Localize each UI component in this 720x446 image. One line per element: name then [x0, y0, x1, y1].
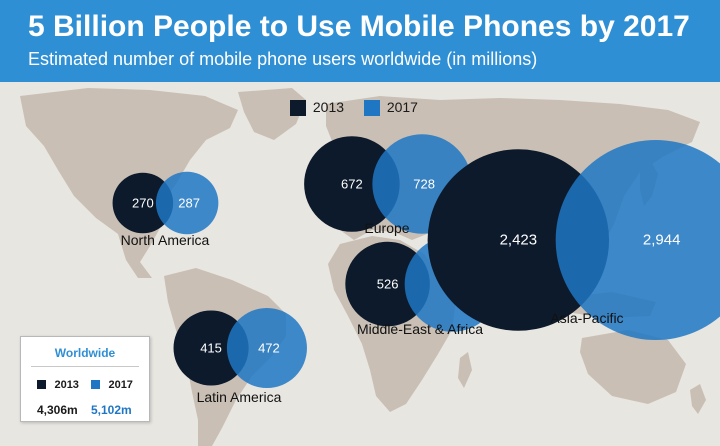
madagascar-landmass — [458, 352, 472, 388]
region-label-asia-pacific: Asia-Pacific — [550, 310, 623, 326]
legend-item-2017: 2017 — [363, 98, 418, 116]
worldwide-value-2013: 4,306m — [37, 403, 78, 417]
page-subtitle: Estimated number of mobile phone users w… — [28, 49, 538, 69]
bubble-2013-latin-america — [173, 310, 249, 386]
worldwide-col-2013: 2013 4,306m — [37, 376, 93, 417]
bubble-label-2013-middle-east-africa: 526 — [377, 277, 399, 292]
bubble-2013-north-america — [112, 172, 174, 234]
worldwide-title: Worldwide — [54, 346, 116, 360]
worldwide-divider — [31, 366, 139, 367]
region-label-middle-east-africa: Middle-East & Africa — [357, 321, 483, 337]
worldwide-col-2017: 2017 5,102m — [91, 376, 147, 417]
bubble-2013-asia-pacific — [427, 149, 610, 331]
bubble-2013-europe — [304, 136, 400, 232]
legend-item-2013: 2013 — [290, 99, 344, 116]
bubble-2017-asia-pacific — [555, 140, 720, 340]
page-title: 5 Billion People to Use Mobile Phones by… — [28, 10, 690, 43]
bubble-2013-middle-east-africa — [345, 241, 430, 327]
bubble-label-2013-europe: 672 — [341, 177, 363, 192]
region-label-latin-america: Latin America — [197, 389, 282, 405]
legend-label-2017: 2017 — [386, 98, 418, 115]
bubble-label-2017-north-america: 287 — [178, 196, 200, 211]
header-banner: 5 Billion People to Use Mobile Phones by… — [0, 0, 720, 82]
worldwide-label-2017: 2017 — [108, 378, 133, 391]
worldwide-box: Worldwide 2013 4,306m 2017 5,102m — [20, 336, 150, 422]
bubble-label-2017-europe: 728 — [413, 177, 435, 192]
new-zealand-landmass — [690, 384, 706, 414]
worldwide-swatch-2013 — [37, 380, 46, 390]
worldwide-swatch-2017 — [91, 380, 100, 390]
worldwide-value-2017: 5,102m — [91, 403, 132, 417]
legend-swatch-2013 — [290, 99, 306, 116]
bubble-label-2013-latin-america: 415 — [200, 341, 222, 356]
bubble-label-2013-asia-pacific: 2,423 — [500, 232, 538, 249]
worldwide-label-2013: 2013 — [54, 378, 79, 391]
region-label-europe: Europe — [364, 220, 409, 236]
bubble-2017-north-america — [155, 171, 219, 235]
greenland-landmass — [238, 88, 306, 140]
bubble-label-2017-latin-america: 472 — [258, 341, 280, 356]
australia-landmass — [580, 330, 686, 404]
bubble-label-2013-north-america: 270 — [132, 196, 154, 211]
bubble-2017-latin-america — [226, 307, 307, 389]
region-label-north-america: North America — [121, 232, 210, 248]
bubble-label-2017-asia-pacific: 2,944 — [643, 232, 681, 249]
legend-swatch-2017 — [363, 99, 380, 116]
legend-label-2013: 2013 — [312, 98, 345, 115]
legend: 2013 2017 — [290, 98, 434, 116]
